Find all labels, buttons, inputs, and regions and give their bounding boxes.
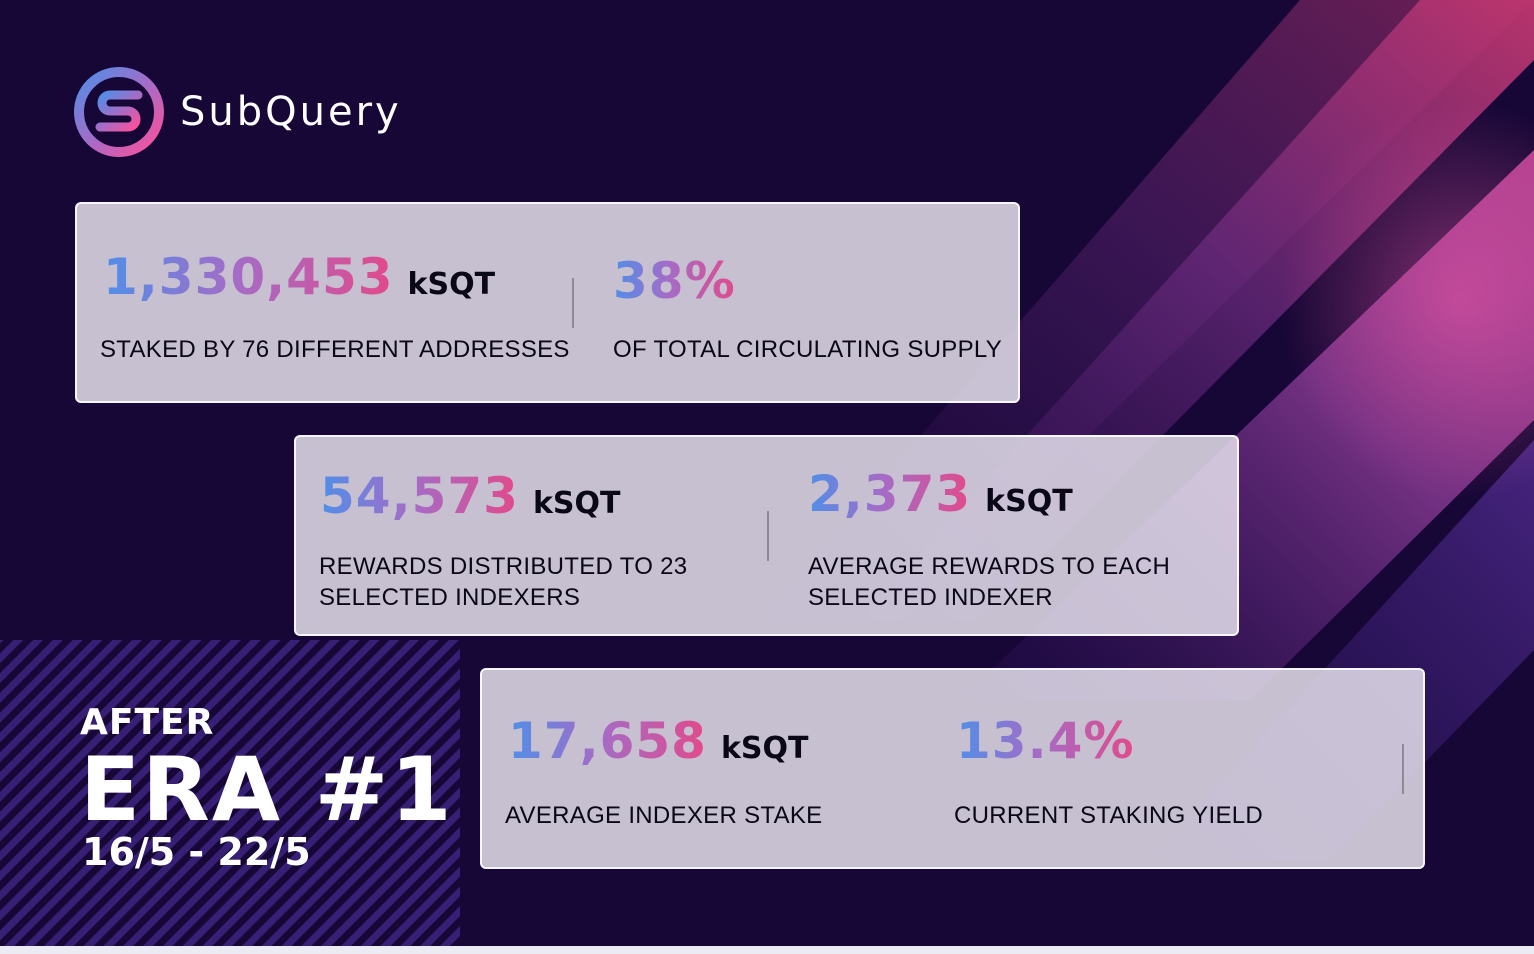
card-divider bbox=[767, 511, 769, 561]
stat-unit: kSQT bbox=[407, 267, 496, 302]
stat-label: CURRENT STAKING YIELD bbox=[954, 802, 1264, 829]
stats-card-stake: 17,658 kSQT AVERAGE INDEXER STAKE 13.4% C… bbox=[480, 668, 1425, 869]
bottom-strip bbox=[0, 946, 1534, 954]
stat-average-indexer-stake: 17,658 kSQT bbox=[508, 712, 808, 770]
era-dates: 16/5 - 22/5 bbox=[82, 830, 311, 874]
stat-unit: kSQT bbox=[985, 484, 1073, 519]
stat-value: 13.4% bbox=[956, 712, 1135, 770]
era-title: ERA #1 bbox=[80, 738, 454, 841]
stat-value: 54,573 bbox=[320, 467, 519, 525]
stat-label: REWARDS DISTRIBUTED TO 23 SELECTED INDEX… bbox=[319, 553, 688, 611]
stat-total-staked: 1,330,453 kSQT bbox=[103, 248, 495, 306]
subquery-logo-icon bbox=[74, 67, 164, 157]
stat-rewards-distributed: 54,573 kSQT bbox=[320, 467, 620, 525]
stat-label: AVERAGE REWARDS TO EACH SELECTED INDEXER bbox=[808, 553, 1171, 611]
card-divider bbox=[572, 278, 574, 328]
stat-label: OF TOTAL CIRCULATING SUPPLY bbox=[613, 336, 1003, 363]
stat-average-rewards: 2,373 kSQT bbox=[808, 465, 1073, 523]
era-prefix: AFTER bbox=[80, 702, 215, 743]
stats-card-staked: 1,330,453 kSQT STAKED BY 76 DIFFERENT ADD… bbox=[75, 202, 1020, 403]
stat-label: AVERAGE INDEXER STAKE bbox=[505, 802, 823, 829]
stat-value: 17,658 bbox=[508, 712, 707, 770]
stat-unit: kSQT bbox=[720, 731, 809, 766]
stat-unit: kSQT bbox=[532, 486, 621, 521]
brand-logo: SubQuery bbox=[74, 66, 402, 158]
stats-card-rewards: 54,573 kSQT REWARDS DISTRIBUTED TO 23 SEL… bbox=[294, 435, 1239, 636]
stat-supply-percent: 38% bbox=[613, 252, 736, 310]
stat-value: 2,373 bbox=[808, 465, 972, 523]
stat-value: 38% bbox=[613, 252, 736, 310]
stat-value: 1,330,453 bbox=[103, 248, 394, 306]
stat-label: STAKED BY 76 DIFFERENT ADDRESSES bbox=[100, 336, 570, 363]
card-divider bbox=[1402, 744, 1404, 794]
brand-name: SubQuery bbox=[180, 89, 402, 135]
stat-staking-yield: 13.4% bbox=[956, 712, 1134, 770]
